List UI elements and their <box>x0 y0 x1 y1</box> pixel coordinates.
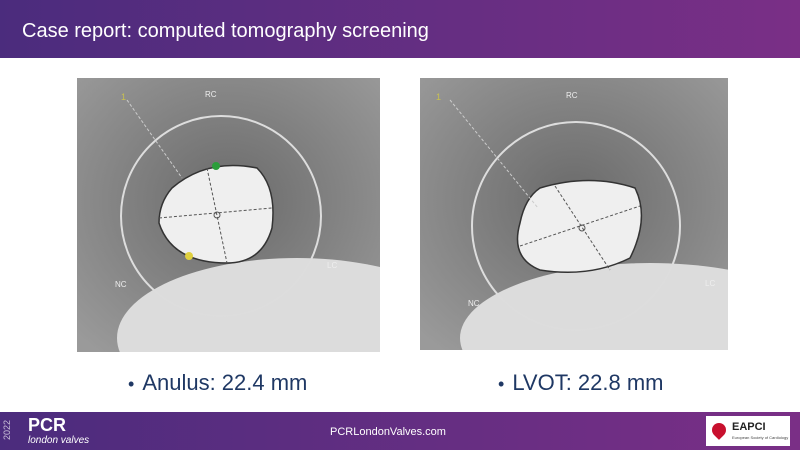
cusp-label: NC <box>468 299 480 308</box>
caption: Anulus: 22.4 mm <box>128 370 307 396</box>
slide-title: Case report: computed tomography screeni… <box>22 20 429 42</box>
badge-text: EAPCI <box>732 421 766 433</box>
cusp-label: RC <box>566 91 578 100</box>
ct-image: 1 RC NC LC <box>77 78 380 352</box>
ct-image: 1 RC NC LC <box>420 78 728 350</box>
footer-logo: PCR <box>28 415 67 435</box>
cusp-label: LC <box>705 279 715 288</box>
footer-bar: 2022 PCR london valves PCRLondonValves.c… <box>0 412 800 450</box>
cusp-label: LC <box>327 261 337 270</box>
badge-sub: European Society of Cardiology <box>732 435 789 440</box>
header-bar: Case report: computed tomography screeni… <box>0 0 800 58</box>
ring-label: 1 <box>121 92 126 102</box>
badge: EAPCI European Society of Cardiology <box>706 416 790 446</box>
ring-label: 1 <box>436 92 441 102</box>
footer-year: 2022 <box>2 420 12 441</box>
footer-logo-sub: london valves <box>28 435 90 446</box>
caption: LVOT: 22.8 mm <box>498 370 663 396</box>
cusp-label: NC <box>115 280 127 289</box>
cusp-label: RC <box>205 90 217 99</box>
footer-url: PCRLondonValves.com <box>330 426 446 438</box>
